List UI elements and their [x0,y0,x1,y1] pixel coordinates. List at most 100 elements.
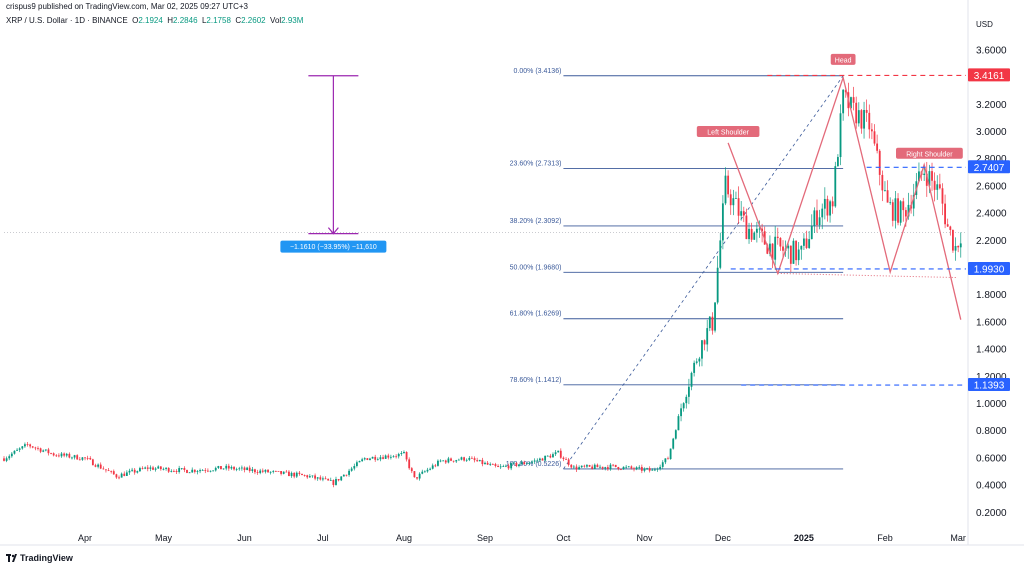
candle-body [238,468,241,470]
candle-body [938,184,941,189]
pattern-label: Left Shoulder [707,130,749,137]
candle-body [693,362,696,373]
candle-body [348,470,350,475]
candle-body [923,173,926,175]
candle-body [201,470,204,471]
candle-body [5,458,8,461]
time-axis[interactable]: Apr May Jun Jul Aug Sep Oct Nov Dec 2025 Feb Mar [78,533,966,543]
neckline [777,272,956,279]
candle-body [617,466,620,470]
candle-body [473,458,476,461]
candle-body [850,97,852,109]
candle-body [110,470,113,472]
candle-body [206,470,209,472]
candle-body [363,458,366,460]
candle-body [204,470,207,471]
tradingview-brand[interactable]: TradingView [6,553,73,563]
candle-body [413,471,416,478]
candle-body [340,476,343,481]
candle-body [795,240,797,261]
candle-body [447,458,450,463]
candle-body [918,171,920,182]
candle-body [455,460,458,462]
candle-body [805,238,808,248]
candle-body [745,215,748,240]
candle-body [444,460,447,463]
price-axis-labels: 3.4161 2.7407 1.9930 1.1393 [730,68,1010,392]
candle-body [212,470,215,472]
candle-body [612,464,615,466]
candle-body [3,458,5,461]
candle-body [928,171,931,186]
fib-trend-line [563,75,844,470]
candle-body [214,467,217,471]
candle-body [267,469,269,473]
candle-body [538,458,541,461]
y-tick-label: 1.0000 [976,399,1007,410]
candle-body [105,469,107,471]
candle-body [311,475,314,477]
candle-body [774,236,777,260]
candle-body [274,470,277,472]
candle-body [139,468,141,472]
candle-body [706,328,709,345]
candle-body [29,444,32,447]
candle-body [512,462,515,464]
y-tick-label: 1.8000 [976,290,1007,301]
x-tick-label: 2025 [794,533,814,543]
candle-body [188,472,191,474]
candle-body [891,202,894,221]
candle-body [94,465,97,467]
candle-body [303,475,306,476]
candle-body [191,469,194,473]
candle-body [531,461,533,463]
head-and-shoulders-pattern[interactable]: Head Left Shoulder Right Shoulder [696,53,963,320]
pattern-label: Head [835,57,852,64]
candle-body [306,475,309,478]
fibonacci-retracement[interactable]: 0.00% (3.4136) 23.60% (2.7313) 38.20% (2.3… [506,68,844,470]
candle-body [494,464,497,466]
candle-body [690,372,693,387]
candle-body [651,469,654,471]
candle-body [889,202,892,204]
candle-body [727,175,730,195]
y-tick-label: 2.6000 [976,181,1007,192]
candle-body [259,470,262,473]
candle-body [76,455,79,460]
candle-body [465,459,468,461]
open-label: O [132,16,139,25]
candle-body [878,150,881,175]
candle-body [8,456,11,459]
candle-body [345,474,348,476]
candle-body [753,232,756,240]
candle-body [272,470,275,472]
candle-body [193,469,196,472]
candle-body [57,455,60,457]
candle-body [622,466,625,470]
candle-body [408,459,411,469]
candle-body [371,456,374,459]
candle-body [71,457,73,459]
candle-body [170,471,173,472]
symbol-title[interactable]: XRP / U.S. Dollar · 1D · BINANCE [6,16,128,25]
candle-body [557,450,560,453]
candle-body [789,245,792,264]
candle-body [335,479,337,485]
candle-body [860,110,863,129]
candle-body [876,143,879,151]
candle-body [60,453,63,457]
candle-body [322,478,324,480]
candle-body [405,452,408,460]
candle-body [852,97,855,103]
candle-body [578,467,581,470]
candle-body [826,198,829,216]
price-range-measure[interactable]: −1.1610 (−33.95%) −11,610 [280,75,387,253]
candle-body [528,462,531,464]
ohlc-legend: XRP / U.S. Dollar · 1D · BINANCE O2.1924… [6,16,303,25]
candle-body [264,469,267,472]
close-value: 2.2602 [241,16,266,25]
candle-body [863,109,865,129]
candle-body [47,449,50,454]
candle-body [664,458,667,463]
